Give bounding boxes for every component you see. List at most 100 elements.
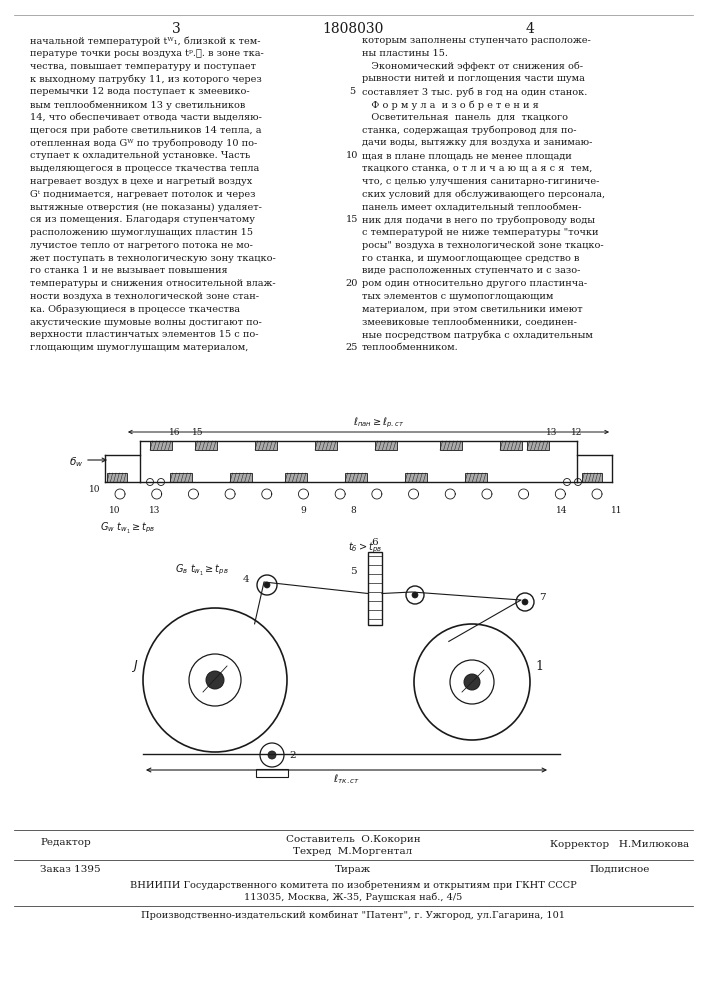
Text: что, с целью улучшения санитарно-гигиниче-: что, с целью улучшения санитарно-гигинич… bbox=[362, 177, 600, 186]
Text: вытяжные отверстия (не показаны) удаляет-: вытяжные отверстия (не показаны) удаляет… bbox=[30, 202, 262, 212]
Text: ник для подачи в него по трубопроводу воды: ник для подачи в него по трубопроводу во… bbox=[362, 215, 595, 225]
Text: 13: 13 bbox=[149, 506, 160, 515]
Circle shape bbox=[522, 599, 528, 605]
Circle shape bbox=[264, 582, 270, 588]
Text: Экономический эффект от снижения об-: Экономический эффект от снижения об- bbox=[362, 62, 583, 71]
Text: го станка 1 и не вызывает повышения: го станка 1 и не вызывает повышения bbox=[30, 266, 228, 275]
Text: составляет 3 тыс. руб в год на один станок.: составляет 3 тыс. руб в год на один стан… bbox=[362, 87, 588, 97]
Text: с температурой не ниже температуры "точки: с температурой не ниже температуры "точк… bbox=[362, 228, 599, 237]
Text: 5: 5 bbox=[349, 87, 355, 96]
Bar bbox=[107, 473, 127, 482]
Bar bbox=[150, 441, 172, 450]
Text: станка, содержащая трубопровод для по-: станка, содержащая трубопровод для по- bbox=[362, 126, 576, 135]
Bar bbox=[195, 441, 217, 450]
Text: 10: 10 bbox=[346, 151, 358, 160]
Text: вым теплообменником 13 у светильников: вым теплообменником 13 у светильников bbox=[30, 100, 245, 109]
Bar bbox=[375, 441, 397, 450]
Text: лучистое тепло от нагретого потока не мо-: лучистое тепло от нагретого потока не мо… bbox=[30, 241, 253, 250]
Text: 10: 10 bbox=[88, 485, 100, 494]
Text: Подписное: Подписное bbox=[590, 865, 650, 874]
Text: пературе точки росы воздуха tᵖ.ᶋ. в зоне тка-: пературе точки росы воздуха tᵖ.ᶋ. в зоне… bbox=[30, 49, 264, 58]
Text: 10: 10 bbox=[110, 506, 121, 515]
Bar bbox=[345, 473, 367, 482]
Text: Осветительная  панель  для  ткацкого: Осветительная панель для ткацкого bbox=[362, 113, 568, 122]
Text: 14, что обеспечивает отвода части выделяю-: 14, что обеспечивает отвода части выделя… bbox=[30, 113, 262, 122]
Text: J: J bbox=[133, 658, 137, 672]
Bar bbox=[440, 441, 462, 450]
Bar bbox=[368, 552, 382, 625]
Text: $G_в\ t_{w_1} \geq t_{рв}$: $G_в\ t_{w_1} \geq t_{рв}$ bbox=[175, 562, 229, 577]
Text: Тираж: Тираж bbox=[335, 865, 371, 874]
Bar bbox=[285, 473, 307, 482]
Text: выделяющегося в процессе ткачества тепла: выделяющегося в процессе ткачества тепла bbox=[30, 164, 259, 173]
Text: Gᵗ поднимается, нагревает потолок и через: Gᵗ поднимается, нагревает потолок и чере… bbox=[30, 190, 255, 199]
Text: акустические шумовые волны достигают по-: акустические шумовые волны достигают по- bbox=[30, 318, 262, 327]
Text: 13: 13 bbox=[547, 428, 558, 437]
Text: 25: 25 bbox=[346, 343, 358, 352]
Text: 20: 20 bbox=[346, 279, 358, 288]
Text: перемычки 12 вода поступает к змеевико-: перемычки 12 вода поступает к змеевико- bbox=[30, 87, 250, 96]
Text: Производственно-издательский комбинат "Патент", г. Ужгород, ул.Гагарина, 101: Производственно-издательский комбинат "П… bbox=[141, 910, 565, 920]
Text: ступает к охладительной установке. Часть: ступает к охладительной установке. Часть bbox=[30, 151, 250, 160]
Text: 4: 4 bbox=[525, 22, 534, 36]
Text: начальной температурой tᵂ₁, близкой к тем-: начальной температурой tᵂ₁, близкой к те… bbox=[30, 36, 260, 45]
Text: Составитель  О.Кокорин: Составитель О.Кокорин bbox=[286, 835, 421, 844]
Text: 3: 3 bbox=[172, 22, 180, 36]
Text: го станка, и шумооглощающее средство в: го станка, и шумооглощающее средство в bbox=[362, 254, 579, 263]
Text: 1: 1 bbox=[535, 660, 543, 674]
Text: глощающим шумоглушащим материалом,: глощающим шумоглушащим материалом, bbox=[30, 343, 248, 352]
Text: ности воздуха в технологической зоне стан-: ности воздуха в технологической зоне ста… bbox=[30, 292, 259, 301]
Text: Техред  М.Моргентал: Техред М.Моргентал bbox=[293, 847, 413, 856]
Text: змеевиковые теплообменники, соединен-: змеевиковые теплообменники, соединен- bbox=[362, 318, 577, 327]
Text: Редактор: Редактор bbox=[40, 838, 90, 847]
Text: жет поступать в технологическую зону ткацко-: жет поступать в технологическую зону тка… bbox=[30, 254, 276, 263]
Text: к выходному патрубку 11, из которого через: к выходному патрубку 11, из которого чер… bbox=[30, 74, 262, 84]
Text: 16: 16 bbox=[169, 428, 181, 437]
Text: тых элементов с шумопоглощающим: тых элементов с шумопоглощающим bbox=[362, 292, 554, 301]
Text: 4: 4 bbox=[243, 576, 249, 584]
Bar bbox=[170, 473, 192, 482]
Text: Корректор   Н.Милюкова: Корректор Н.Милюкова bbox=[551, 840, 689, 849]
Text: ны пластины 15.: ны пластины 15. bbox=[362, 49, 448, 58]
Text: 6: 6 bbox=[372, 538, 378, 547]
Text: ром один относительно другого пластинча-: ром один относительно другого пластинча- bbox=[362, 279, 587, 288]
Text: дачи воды, вытяжку для воздуха и занимаю-: дачи воды, вытяжку для воздуха и занимаю… bbox=[362, 138, 592, 147]
Text: расположению шумоглушащих пластин 15: расположению шумоглушащих пластин 15 bbox=[30, 228, 253, 237]
Text: $G_w\ t_{w_1} \geq t_{рв}$: $G_w\ t_{w_1} \geq t_{рв}$ bbox=[100, 520, 156, 535]
Text: 1808030: 1808030 bbox=[322, 22, 384, 36]
Text: отепленная вода Gᵂ по трубопроводу 10 по-: отепленная вода Gᵂ по трубопроводу 10 по… bbox=[30, 138, 257, 148]
Bar bbox=[582, 473, 602, 482]
Text: ских условий для обслуживающего персонала,: ских условий для обслуживающего персонал… bbox=[362, 190, 605, 199]
Text: $t_б > t_{рв}$: $t_б > t_{рв}$ bbox=[348, 541, 382, 555]
Bar bbox=[256, 769, 288, 777]
Text: 12: 12 bbox=[571, 428, 583, 437]
Text: которым заполнены ступенчато расположе-: которым заполнены ступенчато расположе- bbox=[362, 36, 591, 45]
Text: ВНИИПИ Государственного комитета по изобретениям и открытиям при ГКНТ СССР: ВНИИПИ Государственного комитета по изоб… bbox=[129, 880, 576, 890]
Text: 7: 7 bbox=[539, 592, 546, 601]
Text: чества, повышает температуру и поступает: чества, повышает температуру и поступает bbox=[30, 62, 256, 71]
Text: рывности нитей и поглощения части шума: рывности нитей и поглощения части шума bbox=[362, 74, 585, 83]
Text: панель имеет охладительный теплообмен-: панель имеет охладительный теплообмен- bbox=[362, 202, 581, 211]
Text: 9: 9 bbox=[300, 506, 306, 515]
Bar bbox=[405, 473, 427, 482]
Text: $\ell_{тк.ст}$: $\ell_{тк.ст}$ bbox=[333, 772, 360, 786]
Text: 11: 11 bbox=[612, 506, 623, 515]
Text: теплообменником.: теплообменником. bbox=[362, 343, 459, 352]
Text: 113035, Москва, Ж-35, Раушская наб., 4/5: 113035, Москва, Ж-35, Раушская наб., 4/5 bbox=[244, 892, 462, 902]
Text: ся из помещения. Благодаря ступенчатому: ся из помещения. Благодаря ступенчатому bbox=[30, 215, 255, 224]
Text: щая в плане площадь не менее площади: щая в плане площадь не менее площади bbox=[362, 151, 572, 160]
Bar bbox=[315, 441, 337, 450]
Text: ткацкого станка, о т л и ч а ю щ а я с я  тем,: ткацкого станка, о т л и ч а ю щ а я с я… bbox=[362, 164, 592, 173]
Text: температуры и снижения относительной влаж-: температуры и снижения относительной вла… bbox=[30, 279, 276, 288]
Text: 8: 8 bbox=[350, 506, 356, 515]
Circle shape bbox=[268, 751, 276, 759]
Bar bbox=[527, 441, 549, 450]
Text: 5: 5 bbox=[350, 568, 356, 576]
Text: ные посредством патрубка с охладительным: ные посредством патрубка с охладительным bbox=[362, 330, 593, 340]
Text: 14: 14 bbox=[556, 506, 568, 515]
Text: щегося при работе светильников 14 тепла, а: щегося при работе светильников 14 тепла,… bbox=[30, 126, 262, 135]
Bar bbox=[255, 441, 277, 450]
Text: $\ell_{пан} \geq \ell_{р.ст}$: $\ell_{пан} \geq \ell_{р.ст}$ bbox=[353, 416, 404, 430]
Text: материалом, при этом светильники имеют: материалом, при этом светильники имеют bbox=[362, 305, 583, 314]
Circle shape bbox=[464, 674, 480, 690]
